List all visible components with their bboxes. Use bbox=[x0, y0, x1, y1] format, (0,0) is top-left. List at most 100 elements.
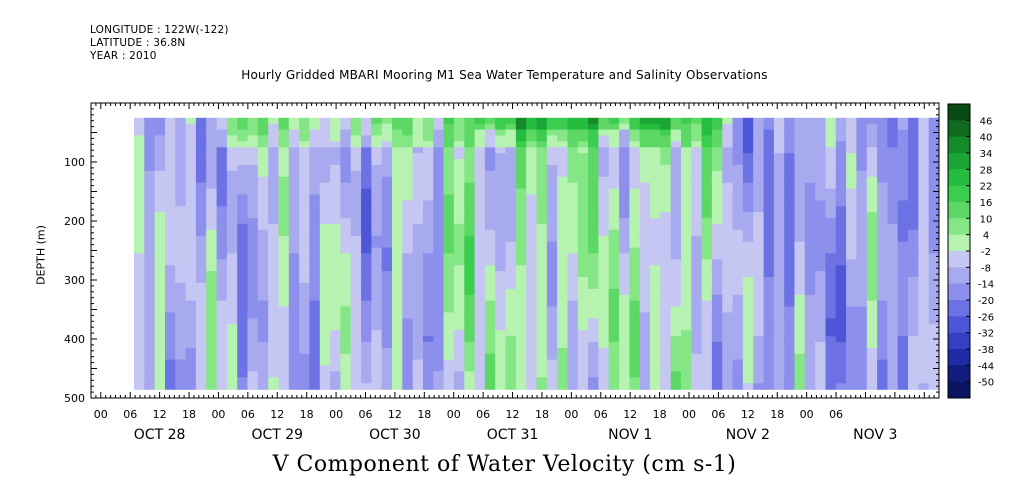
heatmap-cell bbox=[660, 153, 672, 160]
heatmap-cell bbox=[423, 247, 434, 255]
heatmap-cell bbox=[381, 229, 393, 237]
heatmap-cell bbox=[918, 324, 930, 331]
heatmap-cell bbox=[526, 218, 538, 225]
heatmap-cell bbox=[598, 229, 610, 237]
heatmap-cell bbox=[794, 241, 806, 249]
heatmap-cell bbox=[711, 330, 723, 337]
heatmap-cell bbox=[629, 241, 641, 249]
heatmap-cell bbox=[670, 212, 682, 219]
heatmap-cell bbox=[134, 353, 145, 361]
heatmap-cell bbox=[536, 277, 548, 284]
heatmap-cell bbox=[835, 377, 847, 384]
heatmap-cell bbox=[546, 259, 558, 266]
heatmap-cell bbox=[773, 247, 785, 255]
x-hour-tick-label: 06 bbox=[123, 408, 137, 421]
heatmap-cell bbox=[887, 277, 899, 284]
heatmap-cell bbox=[526, 147, 538, 154]
heatmap-cell bbox=[536, 194, 548, 201]
heatmap-cell bbox=[639, 359, 651, 367]
heatmap-cell bbox=[763, 371, 775, 378]
heatmap-cell bbox=[639, 306, 651, 313]
heatmap-cell bbox=[237, 288, 249, 296]
heatmap-cell bbox=[846, 218, 857, 225]
heatmap-cell bbox=[794, 277, 806, 284]
heatmap-cell bbox=[629, 330, 641, 337]
heatmap-cell bbox=[846, 353, 857, 361]
heatmap-cell bbox=[350, 300, 362, 308]
heatmap-cell bbox=[567, 342, 579, 349]
heatmap-cell bbox=[134, 347, 145, 355]
heatmap-cell bbox=[371, 306, 383, 313]
heatmap-cell bbox=[412, 342, 424, 349]
heatmap-cell bbox=[598, 223, 610, 231]
heatmap-cell bbox=[443, 176, 455, 184]
heatmap-cell bbox=[856, 271, 868, 278]
heatmap-cell bbox=[165, 318, 176, 325]
heatmap-cell bbox=[165, 164, 176, 172]
heatmap-cell bbox=[505, 200, 517, 207]
heatmap-cell bbox=[691, 282, 703, 290]
heatmap-cell bbox=[732, 164, 744, 172]
heatmap-cell bbox=[567, 241, 579, 249]
heatmap-cell bbox=[536, 330, 548, 337]
heatmap-cell bbox=[402, 229, 414, 237]
heatmap-cell bbox=[546, 206, 558, 213]
x-hour-tick-label: 12 bbox=[388, 408, 402, 421]
heatmap-cell bbox=[371, 277, 383, 284]
heatmap-cell bbox=[247, 306, 259, 313]
heatmap-cell bbox=[546, 359, 558, 367]
heatmap-cell bbox=[206, 159, 218, 166]
heatmap-cell bbox=[144, 312, 156, 319]
heatmap-cell bbox=[567, 271, 579, 278]
heatmap-cell bbox=[877, 170, 888, 178]
heatmap-cell bbox=[877, 247, 888, 255]
heatmap-cell bbox=[515, 377, 527, 384]
heatmap-cell bbox=[453, 336, 465, 343]
heatmap-cell bbox=[598, 206, 610, 213]
heatmap-cell bbox=[340, 377, 352, 384]
heatmap-cell bbox=[784, 377, 796, 384]
heatmap-cell bbox=[722, 135, 734, 142]
heatmap-cell bbox=[639, 294, 651, 302]
heatmap-cell bbox=[226, 371, 238, 378]
heatmap-cell bbox=[464, 117, 476, 125]
heatmap-cell bbox=[753, 353, 765, 361]
heatmap-cell bbox=[619, 282, 630, 290]
heatmap-cell bbox=[753, 277, 765, 284]
heatmap-cell bbox=[928, 170, 939, 178]
heatmap-cell bbox=[309, 135, 321, 142]
heatmap-cell bbox=[588, 377, 599, 384]
heatmap-cell bbox=[598, 218, 610, 225]
heatmap-cell bbox=[598, 342, 610, 349]
heatmap-cell bbox=[185, 271, 197, 278]
heatmap-cell bbox=[660, 377, 672, 384]
heatmap-cell bbox=[195, 153, 207, 160]
heatmap-cell bbox=[557, 141, 568, 148]
heatmap-cell bbox=[897, 259, 909, 266]
heatmap-cell bbox=[206, 153, 218, 160]
heatmap-cell bbox=[226, 277, 238, 284]
heatmap-cell bbox=[691, 377, 703, 384]
colorbar-label: 22 bbox=[980, 182, 993, 193]
heatmap-cell bbox=[732, 383, 744, 390]
heatmap-cell bbox=[299, 194, 310, 201]
heatmap-cell bbox=[681, 241, 692, 249]
heatmap-cell bbox=[226, 318, 238, 325]
heatmap-cell bbox=[175, 159, 187, 166]
heatmap-cell bbox=[763, 147, 775, 154]
heatmap-cell bbox=[835, 123, 847, 131]
heatmap-cell bbox=[423, 153, 434, 160]
heatmap-cell bbox=[402, 277, 414, 284]
heatmap-cell bbox=[773, 170, 785, 178]
heatmap-cell bbox=[216, 271, 228, 278]
heatmap-cell bbox=[350, 212, 362, 219]
heatmap-cell bbox=[681, 336, 692, 343]
heatmap-cell bbox=[536, 235, 548, 243]
heatmap-cell bbox=[557, 241, 568, 249]
heatmap-cell bbox=[773, 359, 785, 367]
heatmap-cell bbox=[794, 135, 806, 142]
heatmap-cell bbox=[484, 324, 496, 331]
heatmap-cell bbox=[825, 194, 837, 201]
heatmap-cell bbox=[784, 271, 796, 278]
heatmap-cell bbox=[206, 359, 218, 367]
